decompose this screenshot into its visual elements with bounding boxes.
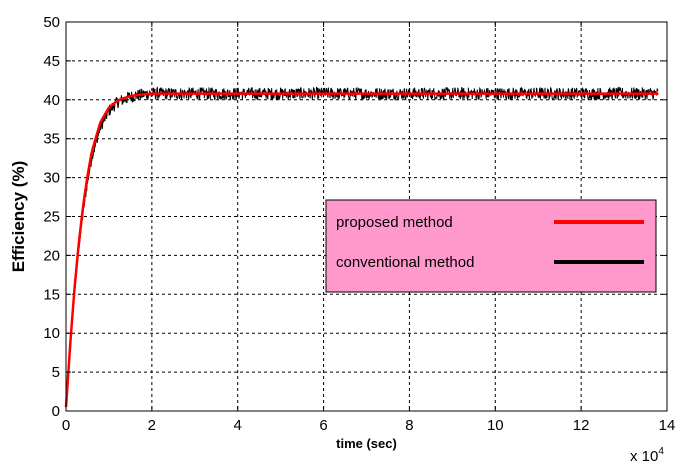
legend-box: [325, 199, 657, 293]
x-tick-label: 2: [148, 417, 156, 434]
x-tick-label: 10: [487, 417, 504, 434]
x-tick-label: 14: [659, 417, 676, 434]
series-line-conventional-method: [65, 86, 659, 408]
x-axis-multiplier-exponent: 4: [658, 446, 664, 457]
series-layer: [64, 86, 659, 408]
x-tick-label: 12: [573, 417, 590, 434]
legend-label: proposed method: [336, 214, 453, 231]
y-tick-label: 0: [52, 403, 60, 420]
x-tick-label: 4: [234, 417, 242, 434]
x-tick-label: 6: [319, 417, 327, 434]
series-line-proposed-method: [64, 92, 659, 408]
y-tick-label: 30: [43, 170, 60, 187]
x-tick-label: 0: [62, 417, 70, 434]
axis-ticks: 0 2 4 6 8 10 12 14 0 5 10 15 20 25 30 35 40 45 50: [43, 14, 675, 434]
y-axis-label: Efficiency (%): [9, 161, 28, 272]
y-tick-label: 15: [43, 286, 60, 303]
y-tick-label: 5: [52, 364, 60, 381]
y-tick-label: 40: [43, 92, 60, 109]
y-tick-label: 50: [43, 14, 60, 31]
legend: proposed method conventional method: [325, 199, 657, 293]
y-tick-label: 45: [43, 53, 60, 70]
y-tick-label: 10: [43, 325, 60, 342]
y-tick-label: 25: [43, 209, 60, 226]
y-tick-label: 35: [43, 131, 60, 148]
x-axis-label: time (sec): [336, 436, 397, 451]
x-axis-multiplier: x 104: [630, 446, 664, 465]
x-axis-multiplier-base: x 10: [630, 448, 658, 465]
x-tick-label: 8: [405, 417, 413, 434]
y-tick-label: 20: [43, 247, 60, 264]
legend-label: conventional method: [336, 254, 474, 271]
